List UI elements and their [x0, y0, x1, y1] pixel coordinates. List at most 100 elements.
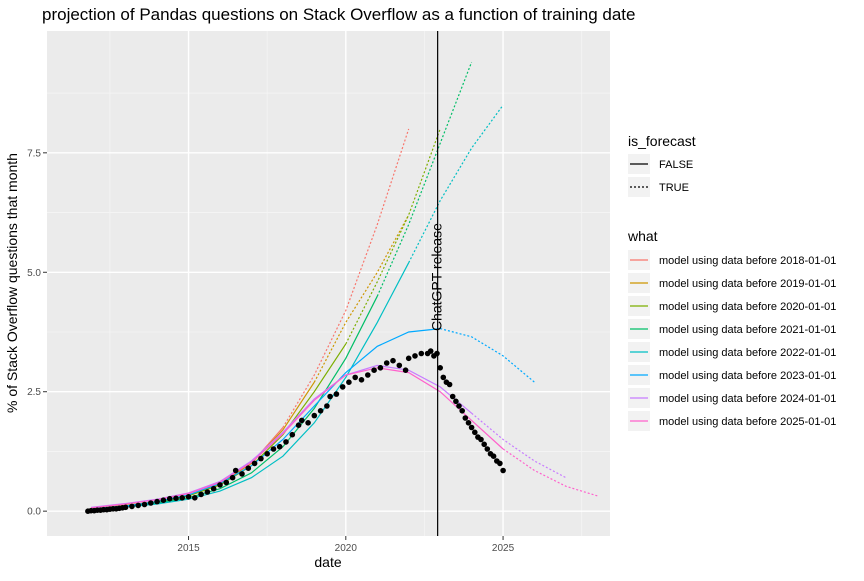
- legend-series-label: model using data before 2025-01-01: [659, 416, 836, 428]
- observed-point: [305, 420, 311, 426]
- observed-point: [122, 504, 129, 511]
- legend-series-label: model using data before 2018-01-01: [659, 255, 836, 267]
- series-forecast-7: [502, 448, 598, 497]
- observed-point: [456, 403, 462, 409]
- series-line-3: [90, 295, 378, 510]
- legend-what-title: what: [627, 228, 658, 244]
- observed-point: [185, 494, 192, 500]
- observed-point: [258, 455, 264, 462]
- observed-point: [346, 379, 352, 386]
- observed-point: [465, 420, 472, 426]
- observed-point: [377, 365, 384, 371]
- observed-point: [289, 431, 296, 438]
- x-tick-label: 2025: [492, 543, 515, 554]
- observed-point: [204, 489, 211, 495]
- legend-linetype-label: TRUE: [659, 182, 689, 194]
- series-forecast-6: [471, 412, 567, 479]
- y-tick-label: 2.5: [27, 387, 41, 398]
- legend-series-label: model using data before 2020-01-01: [659, 301, 836, 313]
- observed-point: [390, 357, 396, 364]
- legend-series-label: model using data before 2024-01-01: [659, 393, 836, 405]
- observed-point: [251, 460, 258, 467]
- observed-point: [490, 453, 497, 460]
- observed-point: [481, 441, 488, 448]
- observed-point: [141, 501, 148, 508]
- observed-point: [478, 436, 484, 443]
- series-forecast-3: [376, 61, 473, 297]
- plot-panel: [47, 31, 610, 536]
- observed-point: [453, 398, 459, 405]
- observed-point: [459, 408, 466, 414]
- observed-point: [148, 500, 154, 506]
- series-forecast-2: [345, 128, 441, 345]
- observed-point: [402, 367, 409, 374]
- observed-point: [166, 495, 173, 502]
- observed-point: [179, 495, 185, 501]
- legend-linetype-title: is_forecast: [628, 133, 696, 149]
- series-forecast-4: [408, 104, 504, 263]
- observed-point: [154, 498, 160, 505]
- y-tick-label: 0.0: [27, 507, 41, 518]
- series-forecast-5: [440, 328, 535, 383]
- observed-point: [223, 479, 230, 486]
- observed-point: [468, 424, 475, 431]
- axis-ticks: 2015 2020 2025 0.0 2.5 5.0 7.5: [27, 148, 515, 554]
- chart-title: projection of Pandas questions on Stack …: [42, 5, 635, 24]
- legend: is_forecast FALSE TRUE what model using d…: [627, 133, 836, 431]
- observed-point: [472, 429, 478, 436]
- x-axis-label: date: [314, 554, 341, 570]
- y-axis-label: % of Stack Overflow questions that month: [4, 153, 20, 413]
- observed-point: [317, 408, 324, 414]
- legend-linetype-items: FALSE TRUE: [628, 154, 693, 197]
- observed-point: [232, 467, 239, 474]
- observed-point: [352, 374, 359, 381]
- observed-point: [276, 443, 283, 450]
- observed-point: [333, 391, 340, 397]
- legend-what-items: model using data before 2018-01-01 model …: [628, 250, 836, 431]
- vline-layer: ChatGPT release: [429, 31, 445, 536]
- observed-point: [462, 415, 469, 421]
- chatgpt-release-label: ChatGPT release: [429, 223, 445, 331]
- observed-point: [500, 467, 506, 474]
- observed-point: [129, 503, 135, 510]
- observed-point: [270, 446, 277, 452]
- observed-point: [405, 355, 412, 362]
- observed-point: [324, 403, 330, 409]
- observed-point: [229, 474, 236, 481]
- series-forecast-0: [282, 128, 410, 428]
- observed-point: [497, 460, 503, 467]
- observed-point: [264, 451, 271, 457]
- observed-point: [210, 485, 217, 492]
- observed-point: [427, 348, 434, 354]
- observed-point: [339, 384, 346, 390]
- x-tick-label: 2020: [335, 543, 358, 554]
- observed-point: [383, 360, 390, 366]
- observed-point: [160, 497, 167, 504]
- observed-point: [311, 412, 318, 419]
- observed-point: [371, 367, 377, 374]
- grid-minor: [47, 31, 610, 536]
- x-tick-label: 2015: [177, 543, 200, 554]
- observed-point: [365, 372, 371, 378]
- observed-point: [135, 502, 141, 509]
- legend-series-label: model using data before 2021-01-01: [659, 324, 836, 336]
- observed-point: [283, 439, 289, 445]
- observed-point: [192, 495, 198, 501]
- observed-point: [446, 381, 453, 388]
- legend-series-label: model using data before 2023-01-01: [659, 370, 836, 382]
- observed-point: [412, 353, 418, 359]
- observed-point: [198, 491, 204, 498]
- observed-point: [449, 393, 456, 400]
- observed-points: [85, 348, 506, 514]
- legend-series-label: model using data before 2022-01-01: [659, 347, 836, 359]
- observed-point: [217, 482, 223, 488]
- y-tick-label: 7.5: [27, 148, 41, 159]
- observed-point: [245, 465, 252, 472]
- observed-point: [327, 393, 333, 400]
- observed-point: [440, 374, 447, 381]
- observed-point: [239, 471, 245, 477]
- observed-point: [173, 495, 179, 502]
- legend-series-label: model using data before 2019-01-01: [659, 278, 836, 290]
